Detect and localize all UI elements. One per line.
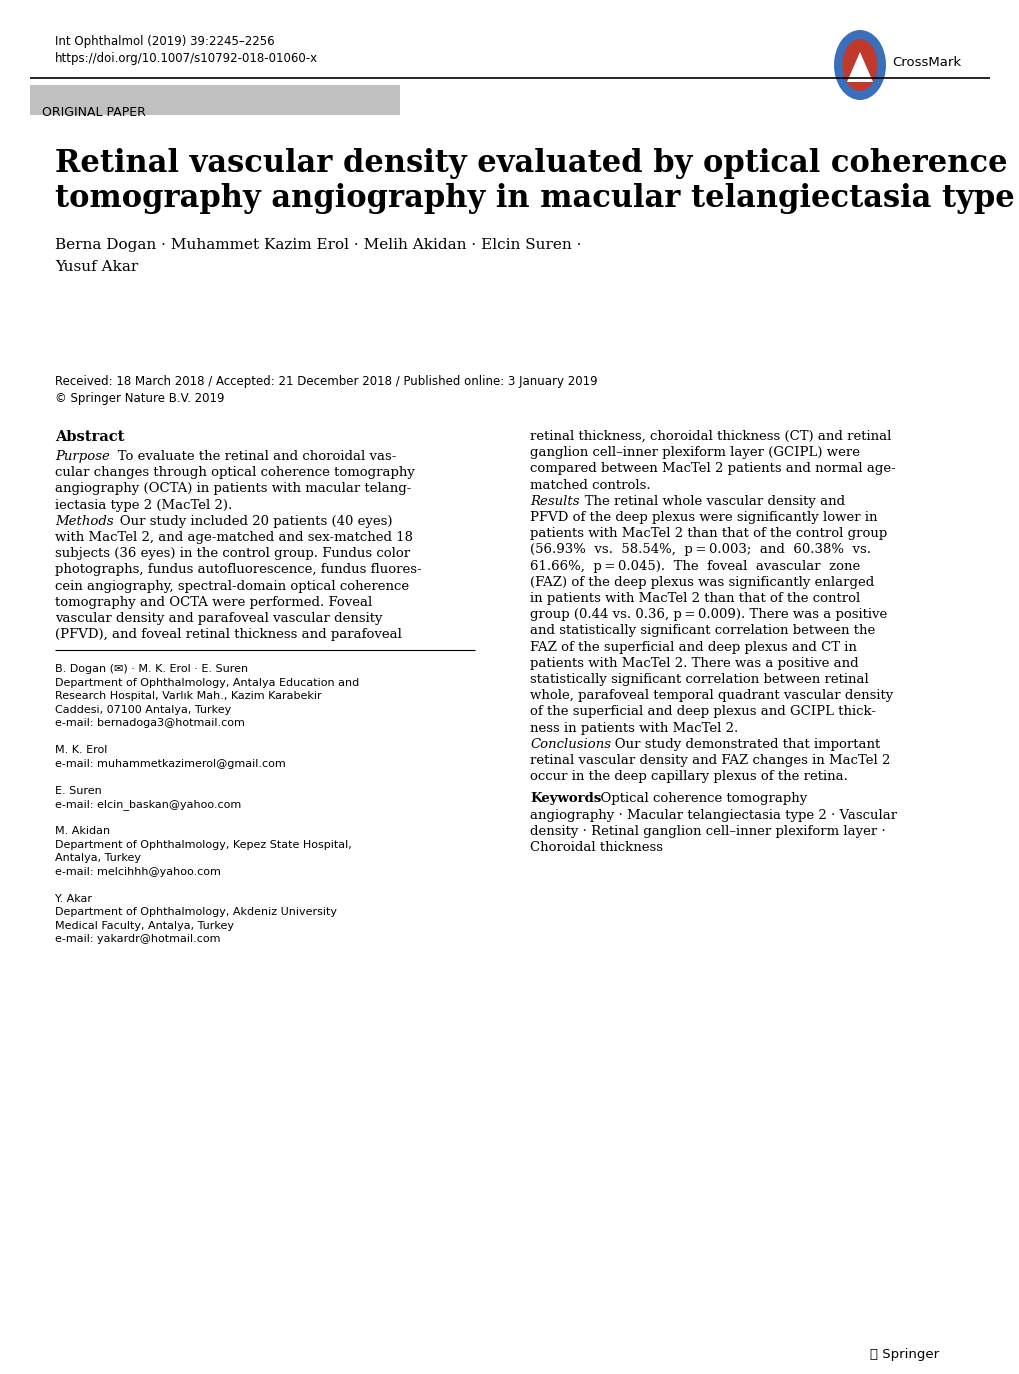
- Text: Department of Ophthalmology, Antalya Education and: Department of Ophthalmology, Antalya Edu…: [55, 677, 359, 688]
- Text: (56.93%  vs.  58.54%,  p = 0.003;  and  60.38%  vs.: (56.93% vs. 58.54%, p = 0.003; and 60.38…: [530, 543, 870, 556]
- Text: B. Dogan (✉) · M. K. Erol · E. Suren: B. Dogan (✉) · M. K. Erol · E. Suren: [55, 665, 248, 675]
- Text: (FAZ) of the deep plexus was significantly enlarged: (FAZ) of the deep plexus was significant…: [530, 576, 873, 589]
- Text: ness in patients with MacTel 2.: ness in patients with MacTel 2.: [530, 721, 738, 735]
- Text: Results: Results: [530, 495, 579, 508]
- Text: e-mail: muhammetkazimerol@gmail.com: e-mail: muhammetkazimerol@gmail.com: [55, 758, 285, 769]
- Text: Our study demonstrated that important: Our study demonstrated that important: [601, 738, 879, 750]
- Text: group (0.44 vs. 0.36, p = 0.009). There was a positive: group (0.44 vs. 0.36, p = 0.009). There …: [530, 609, 887, 621]
- Text: density · Retinal ganglion cell–inner plexiform layer ·: density · Retinal ganglion cell–inner pl…: [530, 824, 884, 838]
- Text: M. K. Erol: M. K. Erol: [55, 746, 107, 756]
- Text: Medical Faculty, Antalya, Turkey: Medical Faculty, Antalya, Turkey: [55, 921, 233, 932]
- Text: statistically significant correlation between retinal: statistically significant correlation be…: [530, 673, 868, 686]
- Text: e-mail: elcin_baskan@yahoo.com: e-mail: elcin_baskan@yahoo.com: [55, 800, 242, 811]
- Text: Antalya, Turkey: Antalya, Turkey: [55, 853, 141, 863]
- Bar: [30, 85, 399, 115]
- Text: Yusuf Akar: Yusuf Akar: [55, 260, 139, 273]
- Text: cein angiography, spectral-domain optical coherence: cein angiography, spectral-domain optica…: [55, 580, 409, 592]
- Text: FAZ of the superficial and deep plexus and CT in: FAZ of the superficial and deep plexus a…: [530, 640, 856, 654]
- Text: Berna Dogan · Muhammet Kazim Erol · Melih Akidan · Elcin Suren ·: Berna Dogan · Muhammet Kazim Erol · Meli…: [55, 238, 581, 251]
- Text: E. Suren: E. Suren: [55, 786, 102, 796]
- Text: Abstract: Abstract: [55, 430, 124, 444]
- Text: subjects (36 eyes) in the control group. Fundus color: subjects (36 eyes) in the control group.…: [55, 547, 410, 561]
- Text: e-mail: melcihhh@yahoo.com: e-mail: melcihhh@yahoo.com: [55, 867, 221, 877]
- Text: To evaluate the retinal and choroidal vas-: To evaluate the retinal and choroidal va…: [105, 451, 396, 463]
- Text: photographs, fundus autofluorescence, fundus fluores-: photographs, fundus autofluorescence, fu…: [55, 563, 421, 577]
- Text: whole, parafoveal temporal quadrant vascular density: whole, parafoveal temporal quadrant vasc…: [530, 690, 893, 702]
- Text: patients with MacTel 2. There was a positive and: patients with MacTel 2. There was a posi…: [530, 657, 858, 669]
- Text: 61.66%,  p = 0.045).  The  foveal  avascular  zone: 61.66%, p = 0.045). The foveal avascular…: [530, 559, 859, 573]
- Text: © Springer Nature B.V. 2019: © Springer Nature B.V. 2019: [55, 392, 224, 405]
- Text: Purpose: Purpose: [55, 451, 110, 463]
- Text: Department of Ophthalmology, Kepez State Hospital,: Department of Ophthalmology, Kepez State…: [55, 840, 352, 851]
- Text: e-mail: bernadoga3@hotmail.com: e-mail: bernadoga3@hotmail.com: [55, 719, 245, 728]
- Ellipse shape: [842, 38, 876, 91]
- Text: Optical coherence tomography: Optical coherence tomography: [591, 793, 806, 805]
- Text: (PFVD), and foveal retinal thickness and parafoveal: (PFVD), and foveal retinal thickness and…: [55, 628, 401, 642]
- Text: patients with MacTel 2 than that of the control group: patients with MacTel 2 than that of the …: [530, 528, 887, 540]
- Text: Research Hospital, Varlık Mah., Kazim Karabekir: Research Hospital, Varlık Mah., Kazim Ka…: [55, 691, 321, 701]
- Text: angiography · Macular telangiectasia type 2 · Vascular: angiography · Macular telangiectasia typ…: [530, 809, 897, 822]
- Text: tomography and OCTA were performed. Foveal: tomography and OCTA were performed. Fove…: [55, 596, 372, 609]
- Text: with MacTel 2, and age-matched and sex-matched 18: with MacTel 2, and age-matched and sex-m…: [55, 530, 413, 544]
- Text: The retinal whole vascular density and: The retinal whole vascular density and: [572, 495, 845, 508]
- Text: Caddesi, 07100 Antalya, Turkey: Caddesi, 07100 Antalya, Turkey: [55, 705, 231, 714]
- Text: occur in the deep capillary plexus of the retina.: occur in the deep capillary plexus of th…: [530, 771, 847, 783]
- Text: ORIGINAL PAPER: ORIGINAL PAPER: [42, 106, 146, 120]
- Text: PFVD of the deep plexus were significantly lower in: PFVD of the deep plexus were significant…: [530, 511, 876, 523]
- Text: of the superficial and deep plexus and GCIPL thick-: of the superficial and deep plexus and G…: [530, 705, 875, 719]
- Text: Choroidal thickness: Choroidal thickness: [530, 841, 662, 855]
- Text: vascular density and parafoveal vascular density: vascular density and parafoveal vascular…: [55, 611, 382, 625]
- Text: compared between MacTel 2 patients and normal age-: compared between MacTel 2 patients and n…: [530, 463, 895, 475]
- Text: Y. Akar: Y. Akar: [55, 894, 92, 904]
- Text: cular changes through optical coherence tomography: cular changes through optical coherence …: [55, 466, 415, 480]
- Text: M. Akidan: M. Akidan: [55, 826, 110, 837]
- Text: Our study included 20 patients (40 eyes): Our study included 20 patients (40 eyes): [107, 515, 392, 528]
- Text: e-mail: yakardr@hotmail.com: e-mail: yakardr@hotmail.com: [55, 934, 220, 944]
- Text: Methods: Methods: [55, 515, 113, 528]
- Text: retinal thickness, choroidal thickness (CT) and retinal: retinal thickness, choroidal thickness (…: [530, 430, 891, 442]
- Text: Department of Ophthalmology, Akdeniz University: Department of Ophthalmology, Akdeniz Uni…: [55, 907, 336, 918]
- Text: Keywords: Keywords: [530, 793, 600, 805]
- Text: angiography (OCTA) in patients with macular telang-: angiography (OCTA) in patients with macu…: [55, 482, 411, 496]
- Text: iectasia type 2 (MacTel 2).: iectasia type 2 (MacTel 2).: [55, 499, 232, 511]
- Text: ⑳ Springer: ⑳ Springer: [869, 1348, 938, 1362]
- Text: and statistically significant correlation between the: and statistically significant correlatio…: [530, 624, 874, 638]
- Text: tomography angiography in macular telangiectasia type 2: tomography angiography in macular telang…: [55, 183, 1019, 214]
- Text: Received: 18 March 2018 / Accepted: 21 December 2018 / Published online: 3 Janua: Received: 18 March 2018 / Accepted: 21 D…: [55, 375, 597, 387]
- Text: matched controls.: matched controls.: [530, 478, 650, 492]
- Text: Conclusions: Conclusions: [530, 738, 610, 750]
- Text: retinal vascular density and FAZ changes in MacTel 2: retinal vascular density and FAZ changes…: [530, 754, 890, 767]
- Ellipse shape: [834, 30, 886, 100]
- Text: Retinal vascular density evaluated by optical coherence: Retinal vascular density evaluated by op…: [55, 148, 1007, 179]
- Text: Int Ophthalmol (2019) 39:2245–2256: Int Ophthalmol (2019) 39:2245–2256: [55, 34, 274, 48]
- Text: in patients with MacTel 2 than that of the control: in patients with MacTel 2 than that of t…: [530, 592, 859, 605]
- Polygon shape: [846, 52, 872, 82]
- Text: CrossMark: CrossMark: [892, 56, 960, 69]
- Text: ganglion cell–inner plexiform layer (GCIPL) were: ganglion cell–inner plexiform layer (GCI…: [530, 447, 859, 459]
- Text: https://doi.org/10.1007/s10792-018-01060-x: https://doi.org/10.1007/s10792-018-01060…: [55, 52, 318, 65]
